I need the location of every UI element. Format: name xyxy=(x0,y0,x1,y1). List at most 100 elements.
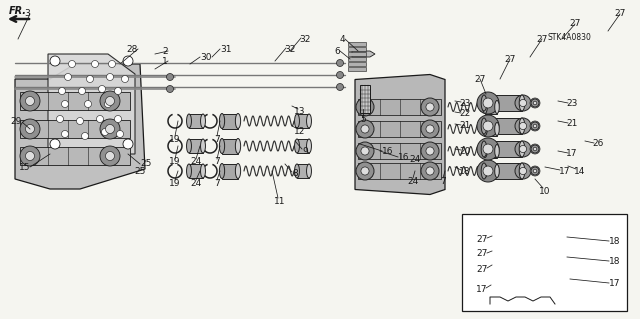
Bar xyxy=(189,114,203,128)
Circle shape xyxy=(104,100,111,108)
Text: FR.: FR. xyxy=(9,6,27,16)
Bar xyxy=(484,141,522,157)
Circle shape xyxy=(531,250,549,268)
Circle shape xyxy=(530,98,540,108)
Circle shape xyxy=(50,139,60,149)
Ellipse shape xyxy=(220,114,225,129)
Circle shape xyxy=(487,277,495,285)
Text: 30: 30 xyxy=(200,53,211,62)
Circle shape xyxy=(109,61,115,68)
Circle shape xyxy=(477,92,499,114)
Circle shape xyxy=(483,166,493,176)
Ellipse shape xyxy=(186,139,191,153)
Text: 24: 24 xyxy=(408,176,419,186)
Circle shape xyxy=(516,256,522,262)
Ellipse shape xyxy=(488,273,494,289)
Circle shape xyxy=(61,130,68,137)
Ellipse shape xyxy=(516,273,522,289)
Circle shape xyxy=(337,60,344,66)
Polygon shape xyxy=(355,75,445,195)
Circle shape xyxy=(516,278,522,284)
Circle shape xyxy=(115,115,122,122)
Ellipse shape xyxy=(495,122,499,136)
Circle shape xyxy=(116,130,124,137)
Circle shape xyxy=(20,146,40,166)
Bar xyxy=(20,92,130,110)
Circle shape xyxy=(356,120,374,138)
Polygon shape xyxy=(15,64,145,189)
Text: 7: 7 xyxy=(214,179,220,188)
Text: 17: 17 xyxy=(566,150,578,159)
Circle shape xyxy=(477,160,499,182)
Ellipse shape xyxy=(307,164,312,178)
Circle shape xyxy=(477,115,499,137)
Circle shape xyxy=(531,272,549,290)
Ellipse shape xyxy=(481,118,487,134)
Circle shape xyxy=(97,115,104,122)
Text: 18: 18 xyxy=(609,238,621,247)
Bar xyxy=(484,118,522,134)
Text: 7: 7 xyxy=(214,135,220,144)
Text: 7: 7 xyxy=(214,158,220,167)
Ellipse shape xyxy=(481,163,487,179)
Ellipse shape xyxy=(488,251,494,267)
Circle shape xyxy=(81,132,88,139)
Circle shape xyxy=(361,147,369,155)
Circle shape xyxy=(561,255,569,263)
Circle shape xyxy=(426,147,434,155)
Ellipse shape xyxy=(519,118,525,134)
Bar xyxy=(484,163,522,179)
Text: 13: 13 xyxy=(294,107,306,115)
Bar xyxy=(348,57,366,61)
Bar xyxy=(358,99,441,115)
Circle shape xyxy=(123,139,133,149)
Ellipse shape xyxy=(483,100,487,114)
Text: 18: 18 xyxy=(460,167,471,175)
Circle shape xyxy=(531,230,549,248)
Bar xyxy=(485,145,497,158)
Circle shape xyxy=(520,100,527,107)
Polygon shape xyxy=(352,51,375,57)
Circle shape xyxy=(515,163,531,179)
Text: 24: 24 xyxy=(410,154,420,164)
Circle shape xyxy=(77,117,83,124)
Bar xyxy=(222,138,238,153)
Text: 26: 26 xyxy=(592,139,604,149)
Bar xyxy=(484,95,522,111)
Ellipse shape xyxy=(236,138,241,153)
Text: 23: 23 xyxy=(460,99,470,108)
Bar xyxy=(222,114,238,129)
Ellipse shape xyxy=(495,165,499,177)
Bar xyxy=(348,62,366,66)
Bar xyxy=(222,164,238,179)
Bar xyxy=(297,114,309,128)
Text: 15: 15 xyxy=(19,162,30,172)
Circle shape xyxy=(477,138,499,160)
Circle shape xyxy=(20,119,40,139)
Ellipse shape xyxy=(516,231,522,247)
Circle shape xyxy=(84,100,92,108)
Bar xyxy=(491,273,519,289)
Circle shape xyxy=(487,235,495,243)
Ellipse shape xyxy=(481,141,487,157)
Circle shape xyxy=(520,122,527,130)
Ellipse shape xyxy=(294,114,300,128)
Text: STK4A0830: STK4A0830 xyxy=(548,33,592,41)
Circle shape xyxy=(520,167,527,174)
Circle shape xyxy=(421,120,439,138)
Ellipse shape xyxy=(220,164,225,179)
Ellipse shape xyxy=(483,122,487,136)
Text: 17: 17 xyxy=(559,167,571,175)
Bar xyxy=(491,231,519,247)
Circle shape xyxy=(106,97,115,106)
Text: 27: 27 xyxy=(570,19,580,28)
Circle shape xyxy=(512,252,526,266)
Bar xyxy=(20,120,130,138)
Text: 8: 8 xyxy=(292,169,298,179)
Circle shape xyxy=(515,141,531,157)
Ellipse shape xyxy=(481,95,487,111)
Circle shape xyxy=(106,124,115,133)
Text: 24: 24 xyxy=(190,179,202,188)
Text: 19: 19 xyxy=(169,179,180,188)
Circle shape xyxy=(166,85,173,93)
